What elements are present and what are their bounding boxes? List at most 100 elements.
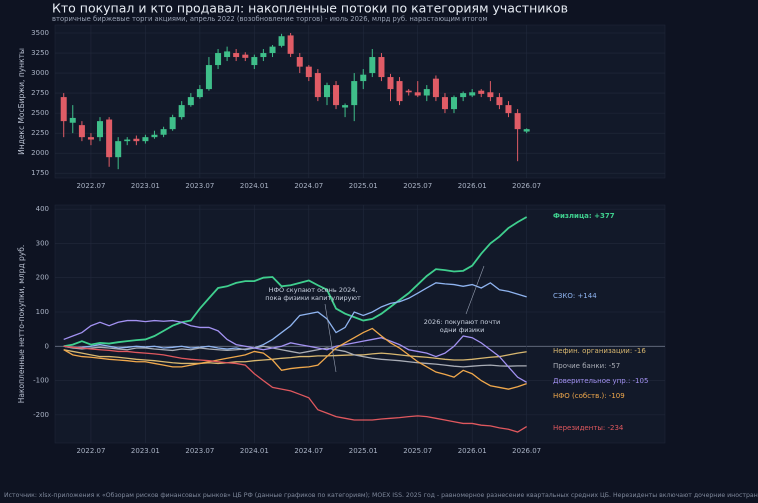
y-tick-label: 100 xyxy=(36,308,49,316)
y-tick-label: 2500 xyxy=(31,109,49,117)
candle-body xyxy=(233,53,240,58)
x-tick-label: 2026.01 xyxy=(458,182,487,190)
series-label: Прочие банки: -57 xyxy=(553,362,620,370)
x-tick-label: 2025.01 xyxy=(349,447,378,455)
candle-body xyxy=(360,74,367,82)
y-tick-label: 3500 xyxy=(31,29,49,37)
series-line xyxy=(63,349,527,365)
candle-body xyxy=(187,97,194,106)
candle-body xyxy=(305,66,312,78)
x-tick-label: 2024.01 xyxy=(240,447,269,455)
candle-body xyxy=(178,105,185,118)
x-tick-label: 2024.07 xyxy=(294,447,323,455)
candle-body xyxy=(369,57,376,74)
candle-body xyxy=(496,97,503,106)
candle-body xyxy=(387,77,394,90)
candle-body xyxy=(296,57,303,67)
x-tick-label: 2022.07 xyxy=(76,182,105,190)
y-tick-label: 2250 xyxy=(31,129,49,137)
candle-body xyxy=(151,134,158,138)
candle-body xyxy=(478,90,485,94)
x-tick-label: 2023.07 xyxy=(185,182,214,190)
candle-body xyxy=(314,73,321,98)
candle-body xyxy=(142,137,149,142)
candle-body xyxy=(423,89,430,96)
y-axis-label: Индекс МосБиржи, пункты xyxy=(17,48,26,155)
candle-body xyxy=(160,129,167,135)
candle-body xyxy=(396,81,403,102)
candle-body xyxy=(405,90,412,93)
candle-body xyxy=(351,81,358,106)
candle-body xyxy=(96,121,103,138)
candle-body xyxy=(451,97,458,110)
x-tick-label: 2025.07 xyxy=(403,182,432,190)
candle-body xyxy=(523,129,530,132)
y-tick-label: 2750 xyxy=(31,89,49,97)
candle-body xyxy=(487,92,494,98)
series-label: Доверительное упр.: -105 xyxy=(553,377,648,385)
candle-body xyxy=(60,97,67,122)
y-tick-label: -100 xyxy=(33,377,49,385)
annotation: одни физики xyxy=(440,326,485,334)
y-tick-label: -200 xyxy=(33,411,49,419)
y-tick-label: 1750 xyxy=(31,169,49,177)
x-tick-label: 2025.07 xyxy=(403,447,432,455)
candle-body xyxy=(469,92,476,96)
subtitle: вторичные биржевые торги акциями, апрель… xyxy=(52,15,488,23)
candle-body xyxy=(251,57,258,66)
plot-area xyxy=(54,24,666,179)
y-tick-label: 3000 xyxy=(31,69,49,77)
x-tick-label: 2023.07 xyxy=(185,447,214,455)
candle-body xyxy=(432,78,439,98)
candle-body xyxy=(242,54,249,58)
y-tick-label: 0 xyxy=(45,342,49,350)
candle-body xyxy=(441,97,448,110)
x-tick-label: 2023.01 xyxy=(131,447,160,455)
candle-body xyxy=(333,85,340,106)
candle-body xyxy=(124,139,131,142)
y-tick-label: 400 xyxy=(36,205,49,213)
candle-body xyxy=(106,119,113,158)
x-tick-label: 2025.01 xyxy=(349,182,378,190)
series-line xyxy=(63,216,528,348)
candle-body xyxy=(342,105,349,108)
annotation: пока физики капитулируют xyxy=(265,294,361,302)
candle-body xyxy=(460,93,467,98)
candle-body xyxy=(514,113,521,130)
series-label: СЗКО: +144 xyxy=(553,292,597,300)
candle-body xyxy=(269,46,276,54)
x-tick-label: 2026.07 xyxy=(512,182,541,190)
candle-body xyxy=(278,36,285,46)
x-tick-label: 2026.01 xyxy=(458,447,487,455)
y-tick-label: 2000 xyxy=(31,149,49,157)
candle-body xyxy=(287,35,294,54)
candle-body xyxy=(323,85,330,98)
candle-body xyxy=(505,105,512,114)
series-line xyxy=(63,282,527,351)
series-label: Нефин. организации: -16 xyxy=(553,347,646,355)
candle-body xyxy=(115,141,122,158)
candle-body xyxy=(169,117,176,130)
candle-body xyxy=(78,125,85,138)
candle-body xyxy=(196,89,203,98)
series-label: Нерезиденты: -234 xyxy=(553,424,624,432)
y-tick-label: 3250 xyxy=(31,49,49,57)
series-label: НФО (собств.): -109 xyxy=(553,392,625,400)
series-line xyxy=(63,345,527,433)
series-line xyxy=(63,319,527,383)
x-tick-label: 2026.07 xyxy=(512,447,541,455)
candle-body xyxy=(87,137,94,140)
candle-body xyxy=(215,53,222,66)
candle-body xyxy=(224,51,231,58)
candle-body xyxy=(260,53,267,58)
annotation-arrow xyxy=(465,265,485,315)
title: Кто покупал и кто продавал: накопленные … xyxy=(52,1,568,16)
candle-body xyxy=(133,138,140,142)
y-tick-label: 300 xyxy=(36,239,49,247)
x-tick-label: 2023.01 xyxy=(131,182,160,190)
series-line xyxy=(63,327,527,390)
x-tick-label: 2024.01 xyxy=(240,182,269,190)
x-tick-label: 2022.07 xyxy=(76,447,105,455)
y-axis-label: Накопленные нетто-покупки, млрд руб. xyxy=(17,245,26,403)
candle-body xyxy=(414,92,421,96)
